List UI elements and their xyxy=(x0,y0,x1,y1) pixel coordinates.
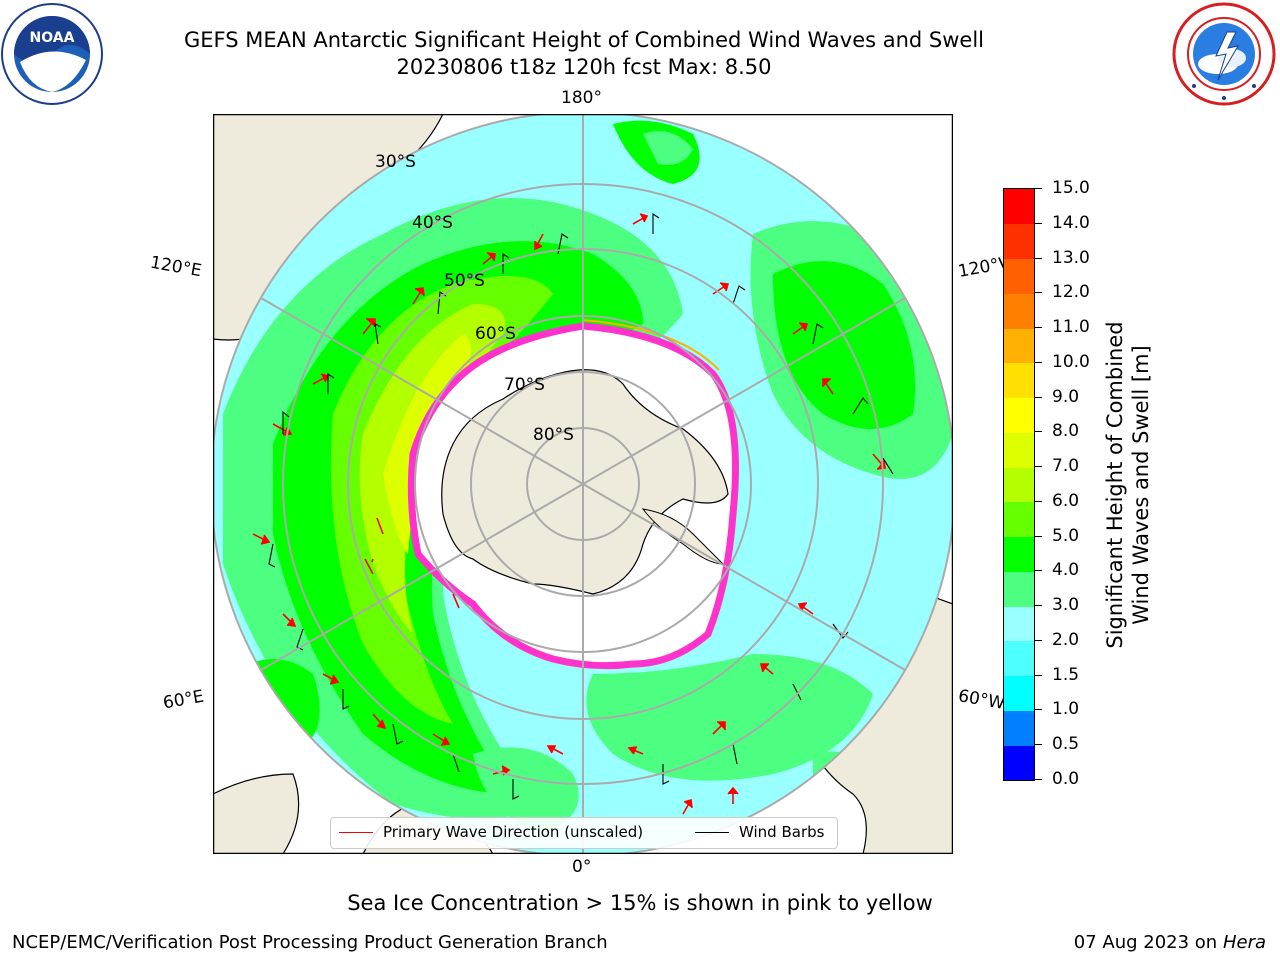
lon-label-180: 180° xyxy=(561,88,602,108)
colorbar-tick xyxy=(1034,292,1042,294)
colorbar-tick xyxy=(1034,431,1042,433)
colorbar-tick-label: 12.0 xyxy=(1052,282,1090,303)
colorbar-tick xyxy=(1034,327,1042,329)
colorbar-tick-label: 8.0 xyxy=(1052,421,1080,442)
colorbar-segment xyxy=(1004,328,1034,364)
colorbar-tick-label: 1.5 xyxy=(1052,664,1080,685)
legend-label-wind-barbs: Wind Barbs xyxy=(739,823,825,841)
colorbar-label-line1: Significant Height of Combined xyxy=(1103,321,1127,649)
legend: Primary Wave Direction (unscaled) Wind B… xyxy=(330,817,838,849)
colorbar-tick-label: 0.5 xyxy=(1052,734,1080,755)
colorbar-tick xyxy=(1034,605,1042,607)
lon-label-0: 0° xyxy=(572,857,592,877)
colorbar-segment xyxy=(1004,606,1034,642)
colorbar-label-line2: Wind Waves and Swell [m] xyxy=(1129,345,1153,625)
colorbar-tick-label: 6.0 xyxy=(1052,490,1080,511)
footer-date-text: 07 Aug 2023 on xyxy=(1073,932,1218,953)
colorbar-segment xyxy=(1004,640,1034,677)
colorbar-tick xyxy=(1034,744,1042,746)
colorbar-segment xyxy=(1004,467,1034,503)
lat-label-30s: 30°S xyxy=(375,152,416,172)
colorbar-segment xyxy=(1004,675,1034,711)
noaa-logo: NOAA xyxy=(1,3,103,105)
colorbar-tick-label: 3.0 xyxy=(1052,595,1080,616)
lon-label-60w: 60°W xyxy=(956,686,1007,714)
polar-map xyxy=(213,114,953,854)
colorbar-label: Significant Height of Combined Wind Wave… xyxy=(1102,185,1154,785)
legend-label-wave-direction: Primary Wave Direction (unscaled) xyxy=(383,823,644,841)
colorbar-tick-label: 5.0 xyxy=(1052,525,1080,546)
colorbar-tick xyxy=(1034,500,1042,502)
colorbar-tick-label: 1.0 xyxy=(1052,699,1080,720)
africa-land xyxy=(213,773,300,854)
colorbar-tick-label: 0.0 xyxy=(1052,769,1080,789)
lat-label-80s: 80°S xyxy=(533,425,574,445)
sea-ice-note: Sea Ice Concentration > 15% is shown in … xyxy=(347,891,933,915)
colorbar-segment xyxy=(1004,432,1034,468)
colorbar-tick xyxy=(1034,779,1042,780)
nws-logo xyxy=(1172,2,1276,106)
colorbar-tick xyxy=(1034,570,1042,572)
colorbar-tick-label: 14.0 xyxy=(1052,212,1090,233)
colorbar-segment xyxy=(1004,501,1034,538)
colorbar-tick-label: 7.0 xyxy=(1052,456,1080,477)
colorbar-tick-label: 11.0 xyxy=(1052,317,1090,338)
colorbar-tick xyxy=(1034,396,1042,398)
lon-label-60e: 60°E xyxy=(161,686,206,714)
lat-label-50s: 50°S xyxy=(444,271,485,291)
colorbar-tick xyxy=(1034,674,1042,676)
colorbar-tick-label: 10.0 xyxy=(1052,351,1090,372)
lon-label-120e: 120°E xyxy=(148,252,204,282)
colorbar-tick xyxy=(1034,639,1042,641)
chart-title: GEFS MEAN Antarctic Significant Height o… xyxy=(183,28,985,52)
colorbar-tick xyxy=(1034,361,1042,363)
colorbar-tick xyxy=(1034,709,1042,711)
legend-line-wave-direction xyxy=(339,832,373,833)
colorbar-segment xyxy=(1004,258,1034,294)
colorbar-tick-label: 4.0 xyxy=(1052,560,1080,581)
footer-machine: Hera xyxy=(1222,932,1266,953)
footer-credit: NCEP/EMC/Verification Post Processing Pr… xyxy=(12,932,608,953)
lat-label-70s: 70°S xyxy=(504,375,545,395)
colorbar-tick-label: 15.0 xyxy=(1052,178,1090,198)
colorbar-segment xyxy=(1004,710,1034,746)
colorbar-segment xyxy=(1004,571,1034,607)
colorbar-tick xyxy=(1034,257,1042,259)
colorbar-segment xyxy=(1004,293,1034,329)
lat-label-60s: 60°S xyxy=(475,324,516,344)
chart-subtitle: 20230806 t18z 120h fcst Max: 8.50 xyxy=(396,55,772,79)
colorbar-tick xyxy=(1034,188,1042,189)
colorbar-segment xyxy=(1004,362,1034,399)
colorbar-segment xyxy=(1004,397,1034,433)
colorbar-segment xyxy=(1004,189,1034,225)
colorbar xyxy=(1003,188,1035,781)
colorbar-tick xyxy=(1034,222,1042,224)
legend-line-wind-barbs xyxy=(695,832,729,833)
colorbar-tick-label: 9.0 xyxy=(1052,386,1080,407)
noaa-logo-text: NOAA xyxy=(30,30,75,46)
graticule xyxy=(213,114,953,854)
colorbar-tick-label: 2.0 xyxy=(1052,629,1080,650)
lat-label-40s: 40°S xyxy=(412,213,453,233)
footer-date: 07 Aug 2023 on Hera xyxy=(1074,932,1266,953)
colorbar-tick xyxy=(1034,466,1042,468)
colorbar-segment xyxy=(1004,223,1034,259)
colorbar-segment xyxy=(1004,745,1034,781)
colorbar-segment xyxy=(1004,536,1034,572)
colorbar-tick xyxy=(1034,535,1042,537)
colorbar-tick-label: 13.0 xyxy=(1052,247,1090,268)
